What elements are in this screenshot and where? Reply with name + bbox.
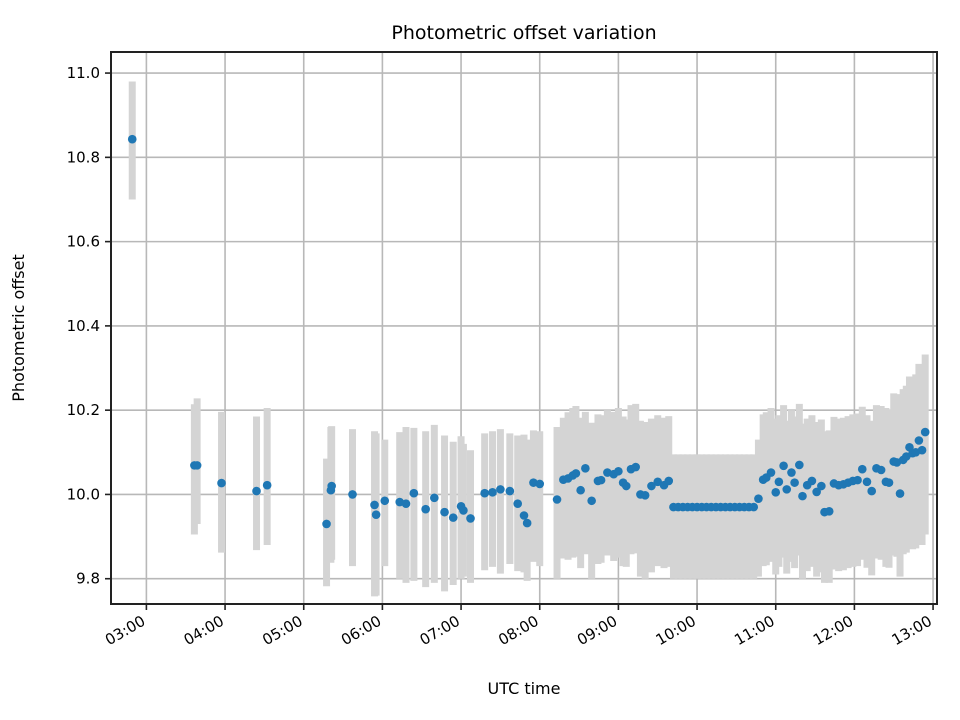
x-tick-label: 11:00 <box>731 612 777 649</box>
data-point <box>371 510 381 519</box>
chart-title: Photometric offset variation <box>391 22 656 44</box>
data-point <box>774 477 784 487</box>
data-point <box>348 490 357 499</box>
data-point <box>798 491 807 501</box>
data-point <box>380 496 390 506</box>
data-point <box>576 485 585 495</box>
data-point <box>795 460 804 470</box>
data-point <box>862 477 872 487</box>
data-point <box>513 499 523 509</box>
x-axis-ticks <box>145 604 934 610</box>
x-tick-label: 07:00 <box>417 612 463 649</box>
y-axis-tick-labels: 9.8 10.0 10.2 10.4 10.6 10.8 11.0 <box>67 64 100 588</box>
data-point <box>857 464 867 474</box>
data-point <box>535 479 545 489</box>
data-point <box>409 488 419 498</box>
data-point <box>895 489 905 498</box>
data-point <box>884 478 894 487</box>
data-point <box>480 488 489 498</box>
x-tick-label: 10:00 <box>653 612 699 649</box>
data-point <box>920 427 930 437</box>
data-point <box>322 519 331 529</box>
data-point <box>505 486 515 496</box>
axes-frame <box>110 51 938 605</box>
data-point <box>902 452 911 461</box>
data-point <box>327 481 336 491</box>
y-tick-label: 10.4 <box>67 317 100 335</box>
data-point <box>421 504 430 514</box>
data-point <box>552 495 562 504</box>
data-point <box>766 468 776 477</box>
x-tick-label: 06:00 <box>338 612 384 649</box>
x-tick-label: 03:00 <box>102 612 148 649</box>
data-point <box>779 461 788 471</box>
data-point <box>853 475 862 485</box>
data-point <box>812 487 821 497</box>
x-tick-label: 08:00 <box>495 612 541 649</box>
data-point <box>127 134 137 144</box>
data-point <box>488 488 497 497</box>
data-point <box>640 490 650 500</box>
x-tick-label: 09:00 <box>574 612 620 649</box>
data-point <box>790 478 799 487</box>
y-tick-label: 11.0 <box>67 64 100 82</box>
data-point <box>448 513 458 522</box>
data-point <box>749 502 759 512</box>
y-tick-label: 10.6 <box>67 233 100 251</box>
data-point <box>817 481 826 491</box>
data-point <box>587 496 596 506</box>
data-point <box>262 480 272 490</box>
y-axis-label: Photometric offset <box>9 254 28 402</box>
data-point <box>571 469 581 478</box>
data-point <box>581 464 590 473</box>
y-tick-label: 9.8 <box>76 570 100 588</box>
data-point <box>430 493 439 503</box>
y-tick-label: 10.0 <box>67 485 100 503</box>
data-point <box>917 445 927 455</box>
x-axis-tick-labels: 03:00 04:00 05:00 06:00 07:00 08:00 09:00 10:00… <box>102 612 935 649</box>
data-point <box>807 476 817 486</box>
data-point <box>787 468 796 477</box>
errorbar-series <box>128 81 929 597</box>
data-point <box>440 507 449 517</box>
data-point <box>876 465 886 475</box>
data-point <box>867 486 877 496</box>
x-tick-label: 13:00 <box>889 612 935 649</box>
y-tick-label: 10.2 <box>67 401 100 419</box>
data-point <box>401 499 411 509</box>
scatter-marker-series <box>127 134 930 529</box>
data-point <box>466 514 475 523</box>
data-point <box>782 485 792 494</box>
data-point <box>519 511 529 520</box>
data-point <box>653 477 663 487</box>
y-axis-ticks <box>105 72 111 580</box>
y-tick-label: 10.8 <box>67 148 100 166</box>
data-point <box>664 476 674 486</box>
data-point <box>370 500 379 510</box>
data-point <box>631 462 641 472</box>
data-point <box>647 481 656 491</box>
data-point <box>596 475 606 485</box>
data-point <box>754 494 763 503</box>
data-point <box>824 506 834 516</box>
x-tick-label: 05:00 <box>259 612 305 649</box>
x-axis-label: UTC time <box>488 679 561 698</box>
x-tick-label: 12:00 <box>810 612 856 649</box>
data-point <box>914 436 924 445</box>
x-tick-label: 04:00 <box>181 612 227 649</box>
data-point <box>217 478 226 488</box>
data-point <box>459 506 468 515</box>
data-point <box>252 486 261 496</box>
data-point <box>522 518 532 528</box>
data-point <box>621 481 631 491</box>
data-point <box>192 461 202 470</box>
data-point <box>496 485 505 494</box>
axes-spines <box>110 51 938 605</box>
data-point <box>614 466 623 476</box>
data-point <box>771 488 781 497</box>
